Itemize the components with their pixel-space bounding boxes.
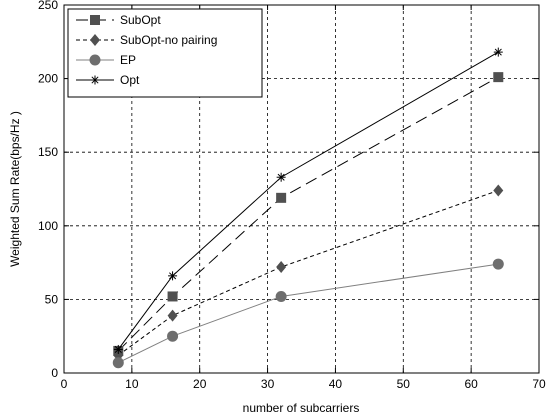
data-point-subopt <box>276 193 286 203</box>
y-tick-label: 100 <box>38 219 58 233</box>
legend-marker-subopt <box>90 15 100 25</box>
data-point-opt <box>114 345 123 354</box>
y-tick-label: 150 <box>38 145 58 159</box>
legend-label-ep: EP <box>120 53 136 67</box>
legend-label-opt: Opt <box>120 73 140 87</box>
legend-label-subopt-no-pairing: SubOpt-no pairing <box>120 33 217 47</box>
x-tick-label: 40 <box>329 377 343 391</box>
x-tick-label: 70 <box>532 377 546 391</box>
y-tick-label: 250 <box>38 0 58 12</box>
data-point-ep <box>493 259 504 270</box>
data-point-ep <box>276 291 287 302</box>
y-tick-label: 50 <box>45 292 59 306</box>
data-point-ep <box>113 357 124 368</box>
legend-marker-ep <box>90 55 101 66</box>
x-tick-label: 20 <box>193 377 207 391</box>
y-tick-label: 0 <box>51 366 58 380</box>
data-point-ep <box>167 331 178 342</box>
legend-marker-opt <box>91 76 100 85</box>
legend-label-subopt: SubOpt <box>120 13 161 27</box>
data-point-subopt <box>493 72 503 82</box>
data-point-opt <box>277 173 286 182</box>
data-point-subopt <box>168 291 178 301</box>
x-tick-label: 10 <box>125 377 139 391</box>
x-tick-label: 50 <box>397 377 411 391</box>
x-tick-label: 30 <box>261 377 275 391</box>
legend: SubOpt SubOpt-no pairing EP Opt <box>68 9 262 97</box>
x-tick-label: 60 <box>464 377 478 391</box>
y-axis-label: Weighted Sum Rate(bps/Hz ) <box>8 111 22 267</box>
x-axis-label: number of subcarriers <box>243 401 360 415</box>
y-tick-label: 200 <box>38 72 58 86</box>
data-point-opt <box>168 271 177 280</box>
data-point-opt <box>494 48 503 57</box>
x-tick-label: 0 <box>61 377 68 391</box>
